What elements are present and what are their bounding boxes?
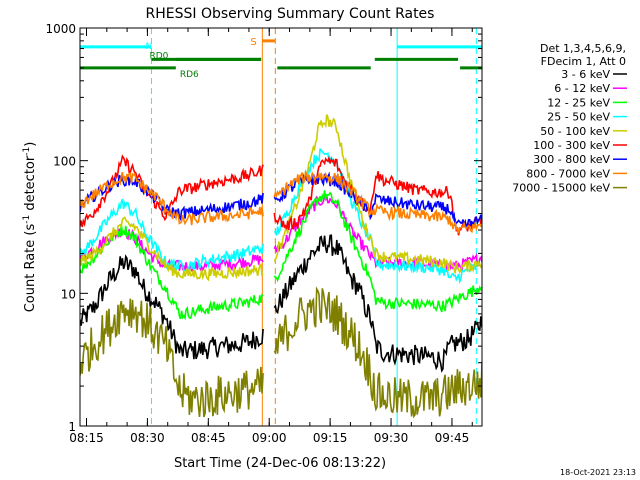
legend-label: 3 - 6 keV (561, 68, 610, 81)
rd-bar-label: RD6 (180, 70, 199, 80)
rd-bar-label: RD0 (149, 51, 168, 61)
legend: Det 1,3,4,5,6,9,FDecim 1, Att 03 - 6 keV… (512, 42, 627, 195)
x-tick-label: 08:30 (130, 431, 165, 445)
x-axis-label: Start Time (24-Dec-06 08:13:22) (174, 456, 386, 471)
legend-header: Det 1,3,4,5,6,9, (540, 42, 626, 55)
plot-frame (79, 27, 483, 427)
series-line-8 (80, 286, 482, 419)
y-tick-label: 1000 (45, 22, 76, 36)
footer-date: 18-Oct-2021 23:13 (560, 468, 636, 477)
saa-bar-label: S (250, 37, 256, 48)
chart-title: RHESSI Observing Summary Count Rates (146, 6, 435, 22)
legend-label: 25 - 50 keV (547, 111, 610, 124)
series-line-5 (80, 154, 482, 236)
x-tick-label: 08:15 (69, 431, 104, 445)
legend-label: 300 - 800 keV (533, 153, 610, 166)
series-line-0 (80, 234, 482, 373)
legend-label: 100 - 300 keV (533, 139, 610, 152)
y-axis-label: Count Rate (s-1 detector-1) (22, 142, 38, 313)
x-tick-label: 09:15 (313, 431, 348, 445)
series-line-4 (80, 114, 482, 282)
annotation-layer: N S RD0 RD6 (80, 28, 482, 426)
x-tick-label: 08:45 (191, 431, 226, 445)
series-layer (80, 114, 482, 419)
legend-header: FDecim 1, Att 0 (541, 55, 626, 68)
x-tick-label: 09:00 (252, 431, 287, 445)
series-line-7 (80, 169, 482, 234)
axis-layer: 08:15 08:30 08:45 09:00 09:15 09:30 09:45 1 10 10… (45, 22, 482, 445)
legend-label: 12 - 25 keV (547, 96, 610, 109)
x-tick-label: 09:45 (435, 431, 470, 445)
y-tick-label: 100 (53, 155, 76, 169)
y-tick-label: 1 (68, 420, 76, 434)
legend-label: 6 - 12 keV (554, 82, 610, 95)
legend-label: 50 - 100 keV (540, 125, 610, 138)
x-tick-label: 09:30 (374, 431, 409, 445)
night-bar-label: N (145, 42, 152, 52)
y-tick-label: 10 (61, 287, 76, 301)
legend-label: 800 - 7000 keV (526, 167, 610, 180)
legend-label: 7000 - 15000 keV (512, 182, 610, 195)
